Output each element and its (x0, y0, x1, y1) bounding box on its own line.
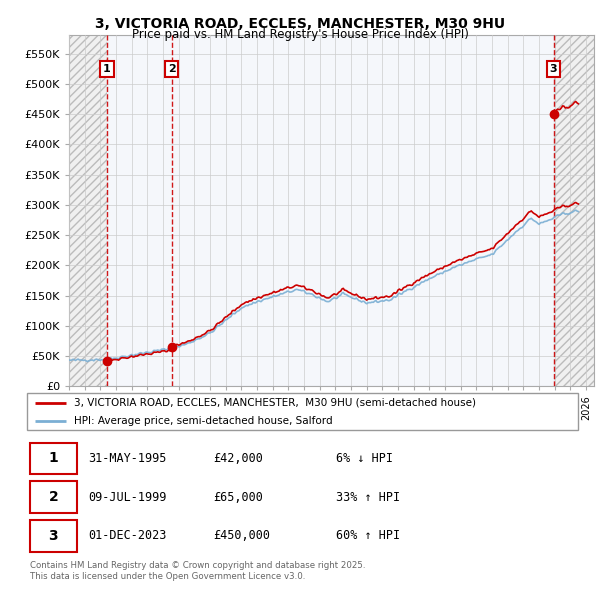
Text: 60% ↑ HPI: 60% ↑ HPI (337, 529, 401, 542)
Text: 01-DEC-2023: 01-DEC-2023 (88, 529, 167, 542)
Text: 3, VICTORIA ROAD, ECCLES, MANCHESTER, M30 9HU: 3, VICTORIA ROAD, ECCLES, MANCHESTER, M3… (95, 17, 505, 31)
FancyBboxPatch shape (29, 442, 77, 474)
Text: Price paid vs. HM Land Registry's House Price Index (HPI): Price paid vs. HM Land Registry's House … (131, 28, 469, 41)
Text: 3: 3 (550, 64, 557, 74)
Text: 2: 2 (49, 490, 58, 504)
Text: 1: 1 (103, 64, 111, 74)
FancyBboxPatch shape (29, 520, 77, 552)
Text: 2: 2 (167, 64, 175, 74)
Text: Contains HM Land Registry data © Crown copyright and database right 2025.: Contains HM Land Registry data © Crown c… (30, 560, 365, 569)
Bar (69, 35, 107, 386)
Text: 6% ↓ HPI: 6% ↓ HPI (337, 452, 394, 465)
Text: 33% ↑ HPI: 33% ↑ HPI (337, 490, 401, 504)
Text: 1: 1 (49, 451, 58, 466)
Text: £42,000: £42,000 (214, 452, 263, 465)
Text: £450,000: £450,000 (214, 529, 271, 542)
Bar (107, 35, 554, 386)
Text: This data is licensed under the Open Government Licence v3.0.: This data is licensed under the Open Gov… (30, 572, 305, 581)
Text: 09-JUL-1999: 09-JUL-1999 (88, 490, 167, 504)
Text: 3, VICTORIA ROAD, ECCLES, MANCHESTER,  M30 9HU (semi-detached house): 3, VICTORIA ROAD, ECCLES, MANCHESTER, M3… (74, 398, 476, 408)
Text: 31-MAY-1995: 31-MAY-1995 (88, 452, 167, 465)
Text: 3: 3 (49, 529, 58, 543)
Text: HPI: Average price, semi-detached house, Salford: HPI: Average price, semi-detached house,… (74, 416, 333, 426)
Text: £65,000: £65,000 (214, 490, 263, 504)
Bar (554, 35, 594, 386)
FancyBboxPatch shape (27, 394, 578, 430)
FancyBboxPatch shape (29, 481, 77, 513)
